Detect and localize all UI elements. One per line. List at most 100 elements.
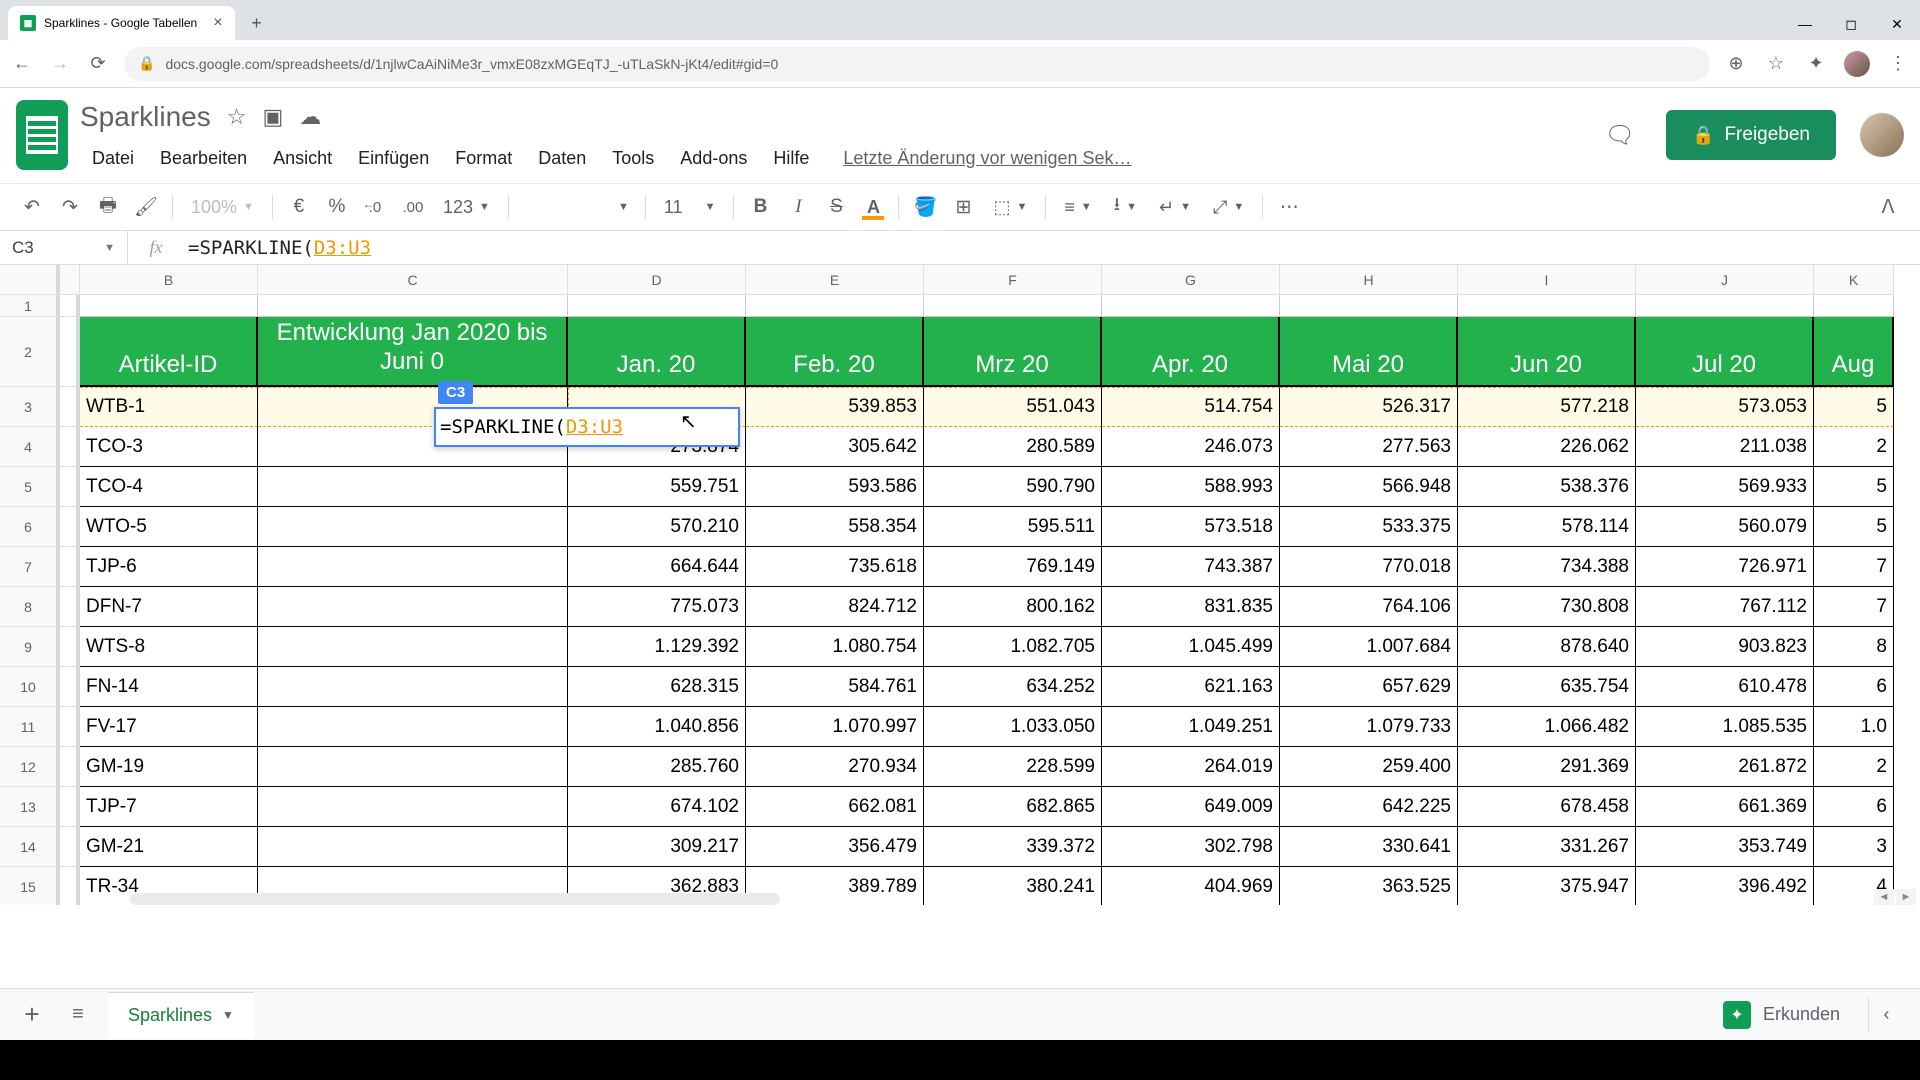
- cell-data[interactable]: 593.586: [746, 467, 924, 507]
- header-D[interactable]: Jan. 20: [568, 317, 746, 387]
- cell-data[interactable]: 578.114: [1458, 507, 1636, 547]
- cell-data[interactable]: 767.112: [1636, 587, 1814, 627]
- cell-data[interactable]: 356.479: [746, 827, 924, 867]
- paint-format-button[interactable]: 🖌: [128, 190, 164, 224]
- fill-color-button[interactable]: 🪣: [907, 190, 943, 224]
- select-all-corner[interactable]: [0, 265, 60, 295]
- row-header-12[interactable]: 12: [0, 747, 60, 787]
- cell-data[interactable]: 1.082.705: [924, 627, 1102, 667]
- row-header-14[interactable]: 14: [0, 827, 60, 867]
- cell-id[interactable]: FN-14: [80, 667, 258, 707]
- cell-data[interactable]: 678.458: [1458, 787, 1636, 827]
- cell-data[interactable]: 551.043: [924, 387, 1102, 427]
- cell-data[interactable]: 558.354: [746, 507, 924, 547]
- account-avatar[interactable]: [1860, 113, 1904, 157]
- borders-button[interactable]: ⊞: [945, 190, 981, 224]
- cell-data[interactable]: 538.376: [1458, 467, 1636, 507]
- cell-data[interactable]: 735.618: [746, 547, 924, 587]
- collapse-toolbar-button[interactable]: ᐱ: [1870, 190, 1906, 224]
- cell-data[interactable]: 1.040.856: [568, 707, 746, 747]
- header-F[interactable]: Mrz 20: [924, 317, 1102, 387]
- doc-title[interactable]: Sparklines: [80, 101, 211, 133]
- header-J[interactable]: Jul 20: [1636, 317, 1814, 387]
- horizontal-scrollbar[interactable]: [130, 893, 780, 905]
- cell-data[interactable]: 642.225: [1280, 787, 1458, 827]
- row-header-11[interactable]: 11: [0, 707, 60, 747]
- cell-data[interactable]: 259.400: [1280, 747, 1458, 787]
- forward-button[interactable]: →: [48, 53, 72, 74]
- cell-id[interactable]: WTO-5: [80, 507, 258, 547]
- cell-data[interactable]: 664.644: [568, 547, 746, 587]
- cell-data[interactable]: 743.387: [1102, 547, 1280, 587]
- cell-data[interactable]: 764.106: [1280, 587, 1458, 627]
- cell-id[interactable]: TCO-4: [80, 467, 258, 507]
- cell-data[interactable]: 1.129.392: [568, 627, 746, 667]
- merge-button[interactable]: ⬚ ▼: [983, 197, 1037, 218]
- row-header-8[interactable]: 8: [0, 587, 60, 627]
- cell-data[interactable]: 375.947: [1458, 867, 1636, 905]
- cell-data[interactable]: 775.073: [568, 587, 746, 627]
- row-header-3[interactable]: 3: [0, 387, 60, 427]
- cell-data[interactable]: 590.790: [924, 467, 1102, 507]
- format-menu[interactable]: 123 ▼: [433, 197, 500, 218]
- cell-data[interactable]: 800.162: [924, 587, 1102, 627]
- cell-data[interactable]: 533.375: [1280, 507, 1458, 547]
- row-header-2[interactable]: 2: [0, 317, 60, 387]
- menu-bearbeiten[interactable]: Bearbeiten: [148, 144, 259, 173]
- text-color-button[interactable]: A: [856, 190, 890, 224]
- cell-data[interactable]: 649.009: [1102, 787, 1280, 827]
- share-button[interactable]: 🔒 Freigeben: [1666, 110, 1836, 160]
- cell-data[interactable]: 824.712: [746, 587, 924, 627]
- cell-data[interactable]: 1.066.482: [1458, 707, 1636, 747]
- col-header-E[interactable]: E: [746, 265, 924, 295]
- cell-sparkline[interactable]: [258, 707, 568, 747]
- menu-tools[interactable]: Tools: [600, 144, 666, 173]
- cell-data[interactable]: 621.163: [1102, 667, 1280, 707]
- cell-data[interactable]: 1.085.535: [1636, 707, 1814, 747]
- decrease-decimal-button[interactable]: .0←: [357, 190, 393, 224]
- row-header-7[interactable]: 7: [0, 547, 60, 587]
- cell-data[interactable]: 5: [1814, 507, 1894, 547]
- sheet-tab-sparklines[interactable]: Sparklines ▼: [108, 992, 254, 1038]
- v-align-button[interactable]: ⭳ ▼: [1104, 192, 1147, 222]
- cell-data[interactable]: 903.823: [1636, 627, 1814, 667]
- back-button[interactable]: ←: [10, 53, 34, 74]
- cell-data[interactable]: 1.049.251: [1102, 707, 1280, 747]
- cell-data[interactable]: 7: [1814, 587, 1894, 627]
- cell-data[interactable]: 628.315: [568, 667, 746, 707]
- close-tab-icon[interactable]: ×: [213, 14, 222, 32]
- cell-data[interactable]: 661.369: [1636, 787, 1814, 827]
- cell-data[interactable]: 769.149: [924, 547, 1102, 587]
- cell-data[interactable]: 331.267: [1458, 827, 1636, 867]
- cell-data[interactable]: 770.018: [1280, 547, 1458, 587]
- cell-data[interactable]: 662.081: [746, 787, 924, 827]
- windows-taskbar[interactable]: [0, 1040, 1920, 1080]
- cell-id[interactable]: GM-21: [80, 827, 258, 867]
- cell-data[interactable]: 7: [1814, 547, 1894, 587]
- strikethrough-button[interactable]: S: [818, 190, 854, 224]
- cell-data[interactable]: 1.033.050: [924, 707, 1102, 747]
- explore-button[interactable]: ✦ Erkunden: [1723, 1001, 1854, 1029]
- menu-daten[interactable]: Daten: [526, 144, 598, 173]
- cell-data[interactable]: 363.525: [1280, 867, 1458, 905]
- extensions-icon[interactable]: ✦: [1804, 53, 1828, 74]
- row-header-10[interactable]: 10: [0, 667, 60, 707]
- cell-data[interactable]: 330.641: [1280, 827, 1458, 867]
- cell-data[interactable]: 1.045.499: [1102, 627, 1280, 667]
- cell-data[interactable]: 566.948: [1280, 467, 1458, 507]
- cell-data[interactable]: 610.478: [1636, 667, 1814, 707]
- cell-data[interactable]: 570.210: [568, 507, 746, 547]
- cell-data[interactable]: 5: [1814, 387, 1894, 427]
- cell-data[interactable]: 730.808: [1458, 587, 1636, 627]
- font-size-select[interactable]: 11 ▼: [654, 197, 726, 218]
- font-family-select[interactable]: ▼: [517, 192, 637, 222]
- more-toolbar-button[interactable]: ⋯: [1271, 190, 1307, 224]
- cell-data[interactable]: 514.754: [1102, 387, 1280, 427]
- row-header-4[interactable]: 4: [0, 427, 60, 467]
- cell-data[interactable]: 657.629: [1280, 667, 1458, 707]
- cell-data[interactable]: 577.218: [1458, 387, 1636, 427]
- close-window-button[interactable]: ✕: [1874, 8, 1920, 40]
- col-header-G[interactable]: G: [1102, 265, 1280, 295]
- side-panel-toggle[interactable]: ‹: [1868, 997, 1904, 1033]
- new-tab-button[interactable]: +: [243, 9, 271, 37]
